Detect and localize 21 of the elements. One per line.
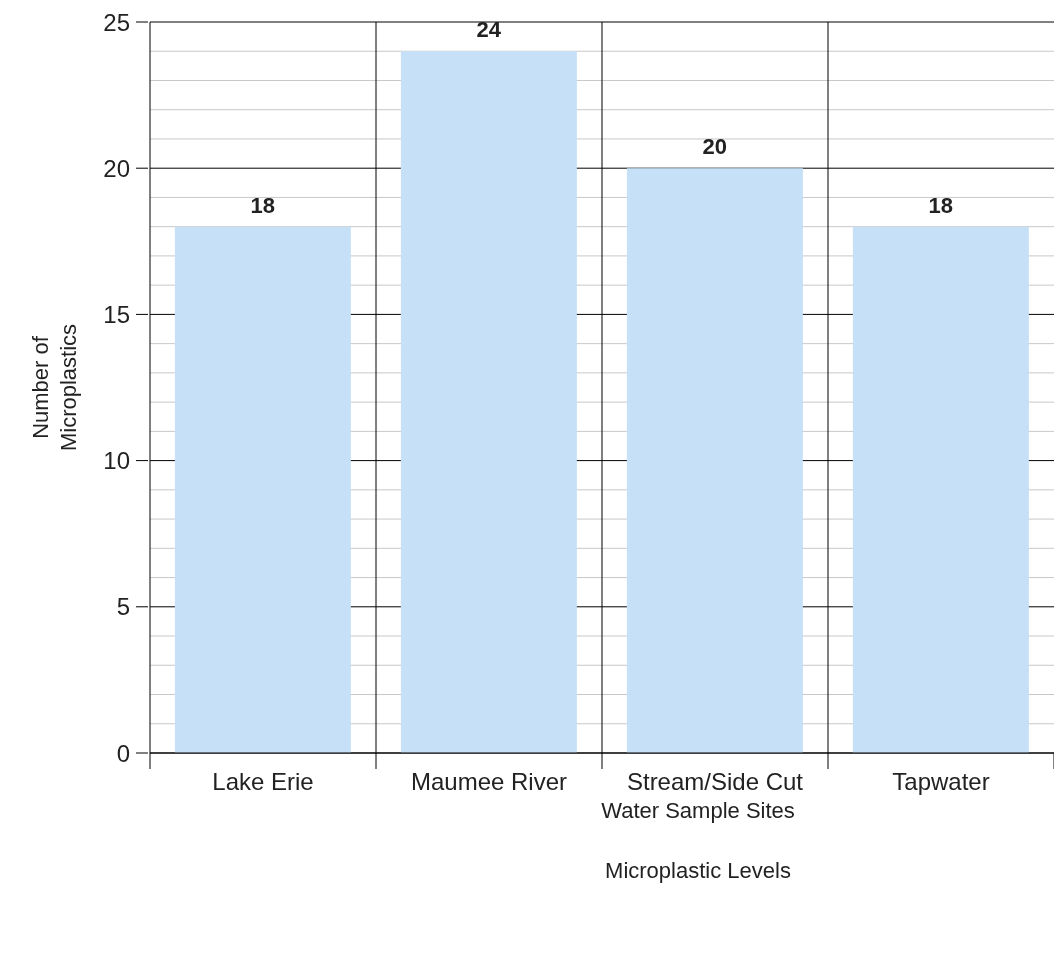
data-label: 24 bbox=[476, 17, 502, 43]
y-axis-title: Number of Microplastics bbox=[28, 323, 81, 452]
text: Microplastic Levels bbox=[604, 858, 792, 884]
y-tick-label: 15 bbox=[103, 300, 130, 328]
data-label: 18 bbox=[250, 192, 276, 218]
y-tick-label: 10 bbox=[103, 447, 130, 475]
bar bbox=[626, 168, 803, 753]
y-tick-label: 5 bbox=[116, 593, 130, 621]
bar bbox=[852, 226, 1029, 753]
x-tick-label: Maumee River bbox=[410, 768, 568, 796]
y-tick-label: 20 bbox=[103, 154, 130, 182]
x-tick-label: Stream/Side Cut bbox=[626, 768, 804, 796]
y-tick-label: 25 bbox=[103, 8, 130, 36]
bar bbox=[174, 226, 351, 753]
bar bbox=[400, 51, 577, 753]
y-tick-label: 0 bbox=[116, 739, 130, 767]
data-label: 18 bbox=[928, 192, 954, 218]
x-tick-label: Lake Erie bbox=[212, 768, 314, 796]
data-label: 20 bbox=[702, 134, 728, 160]
x-tick-label: Tapwater bbox=[892, 768, 990, 796]
x-axis-title: Water Sample Sites bbox=[600, 798, 796, 824]
